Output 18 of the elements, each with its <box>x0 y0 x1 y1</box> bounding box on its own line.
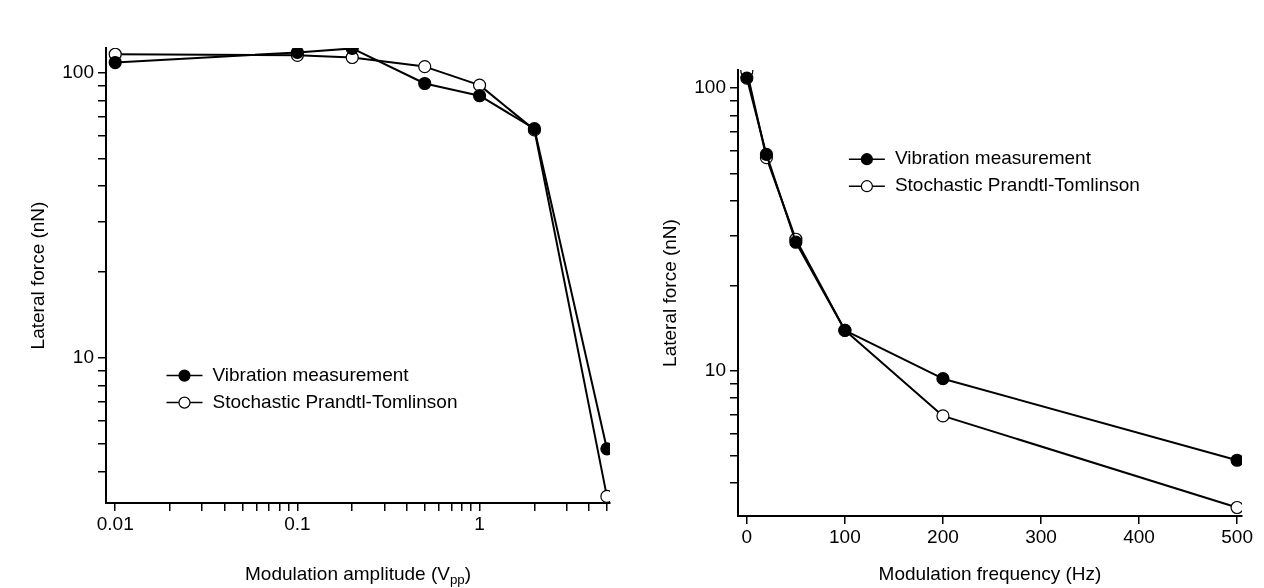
x-axis-title: Modulation frequency (Hz) <box>878 563 1102 584</box>
x-tick-label: 0 <box>741 525 753 547</box>
legend-label: Vibration measurement <box>212 363 410 385</box>
x-tick-label: 500 <box>1221 525 1253 547</box>
legend-label: Stochastic Prandtl-Tomlinson <box>212 390 458 412</box>
y-axis-title: Lateral force (nN) <box>659 219 680 367</box>
legend-label: Vibration measurement <box>894 147 1092 169</box>
y-tick-label: 10 <box>704 358 726 380</box>
x-tick-label: 0.1 <box>284 512 311 534</box>
legend-label: Stochastic Prandtl-Tomlinson <box>894 174 1140 196</box>
x-tick-label: 300 <box>1025 525 1057 547</box>
x-tick-label: 400 <box>1123 525 1155 547</box>
x-tick-label: 0.01 <box>96 512 134 534</box>
x-tick-label: 100 <box>829 525 861 547</box>
y-tick-label: 10 <box>72 346 94 368</box>
y-axis-title: Lateral force (nN) <box>27 201 48 350</box>
x-tick-label: 200 <box>927 525 959 547</box>
x-tick-label: 1 <box>474 512 485 534</box>
